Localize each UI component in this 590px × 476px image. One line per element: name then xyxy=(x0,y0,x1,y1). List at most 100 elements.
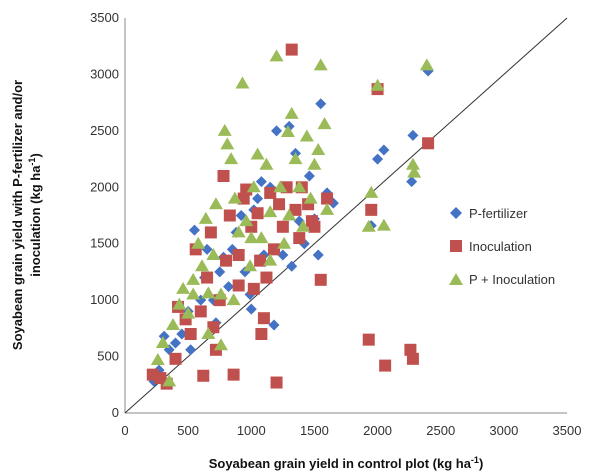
data-point xyxy=(303,170,315,182)
data-point xyxy=(245,220,258,233)
data-point xyxy=(239,214,254,227)
data-point xyxy=(317,117,332,130)
data-point xyxy=(321,192,334,205)
data-point xyxy=(224,152,239,165)
data-point xyxy=(197,369,210,382)
data-point xyxy=(406,176,418,188)
data-point xyxy=(299,129,314,142)
data-point xyxy=(186,287,201,300)
data-point xyxy=(308,220,321,233)
data-point xyxy=(320,202,335,215)
data-point xyxy=(217,123,232,136)
data-point xyxy=(288,152,303,165)
y-tick-label: 2500 xyxy=(90,123,119,138)
data-point xyxy=(188,224,200,236)
data-point xyxy=(231,225,246,238)
data-point xyxy=(176,328,188,340)
data-point xyxy=(162,374,177,387)
data-point xyxy=(165,317,180,330)
legend-item-p-plus-inoculation: P + Inoculation xyxy=(449,272,555,287)
x-tick-label: 3500 xyxy=(553,423,582,438)
data-point xyxy=(404,343,417,356)
data-point xyxy=(191,236,206,249)
data-point xyxy=(271,125,283,137)
series-p-inoculation xyxy=(150,49,434,387)
legend-label-inoculation: Inoculation xyxy=(469,239,532,254)
legend-item-p-fertilizer: P-fertilizer xyxy=(450,206,528,221)
data-point xyxy=(235,76,250,89)
x-tick-label: 2500 xyxy=(426,423,455,438)
data-point xyxy=(293,232,306,245)
x-tick-label: 1000 xyxy=(237,423,266,438)
y-tick-label: 3500 xyxy=(90,10,119,25)
data-point xyxy=(213,287,228,300)
data-point xyxy=(232,279,245,292)
data-point xyxy=(172,297,187,310)
data-point xyxy=(405,157,420,170)
y-axis-title-line-2: inoculation (kg ha-1) xyxy=(27,153,43,277)
data-point xyxy=(254,254,267,267)
x-tick-label: 0 xyxy=(121,423,128,438)
data-point xyxy=(240,183,253,196)
data-point xyxy=(255,176,267,188)
data-point xyxy=(311,143,326,156)
data-point xyxy=(406,352,419,365)
data-point xyxy=(419,58,434,71)
data-point xyxy=(195,259,210,272)
y-axis-tick-labels: 0 500 1000 1500 2000 2500 3000 3500 xyxy=(90,10,119,420)
data-point xyxy=(407,165,422,178)
data-point xyxy=(214,266,226,278)
data-point xyxy=(201,243,213,255)
data-point xyxy=(268,243,281,256)
x-tick-label: 2000 xyxy=(363,423,392,438)
data-point xyxy=(277,249,289,261)
data-point xyxy=(307,157,322,170)
legend-triangle-marker-icon xyxy=(449,273,463,285)
data-point xyxy=(268,319,280,331)
y-tick-label: 2000 xyxy=(90,179,119,194)
x-axis-title: Soyabean grain yield in control plot (kg… xyxy=(209,455,484,471)
legend-label-p-plus-inoculation: P + Inoculation xyxy=(469,272,555,287)
x-tick-label: 500 xyxy=(177,423,199,438)
data-point xyxy=(250,147,265,160)
data-point xyxy=(282,208,297,221)
data-point xyxy=(150,352,165,365)
data-point xyxy=(223,281,235,293)
data-point xyxy=(206,248,221,260)
data-point xyxy=(259,157,274,170)
data-point xyxy=(270,376,283,389)
data-point xyxy=(284,106,299,119)
data-point xyxy=(269,49,284,62)
data-point xyxy=(170,337,182,349)
data-point xyxy=(264,186,277,199)
data-point xyxy=(372,153,384,165)
data-point xyxy=(155,336,170,349)
data-point xyxy=(252,193,264,205)
data-point xyxy=(289,203,302,216)
y-tick-label: 1500 xyxy=(90,236,119,251)
data-point xyxy=(260,271,273,284)
data-point xyxy=(244,231,259,244)
data-point xyxy=(198,211,213,224)
data-point xyxy=(255,328,268,340)
data-point xyxy=(365,203,378,216)
data-point xyxy=(226,293,241,306)
data-point xyxy=(217,170,230,182)
data-point xyxy=(213,338,228,351)
data-point xyxy=(364,185,379,198)
data-point xyxy=(220,137,235,150)
data-point xyxy=(273,180,288,193)
data-point xyxy=(296,219,311,232)
y-tick-label: 0 xyxy=(112,405,119,420)
legend-square-marker-icon xyxy=(450,240,462,252)
data-point xyxy=(276,220,289,233)
data-point xyxy=(223,209,236,222)
x-tick-label: 1500 xyxy=(300,423,329,438)
data-point xyxy=(312,249,324,261)
y-tick-label: 3000 xyxy=(90,66,119,81)
data-point xyxy=(277,236,292,249)
data-point xyxy=(194,305,207,318)
data-point xyxy=(303,191,318,204)
data-point xyxy=(208,197,223,210)
